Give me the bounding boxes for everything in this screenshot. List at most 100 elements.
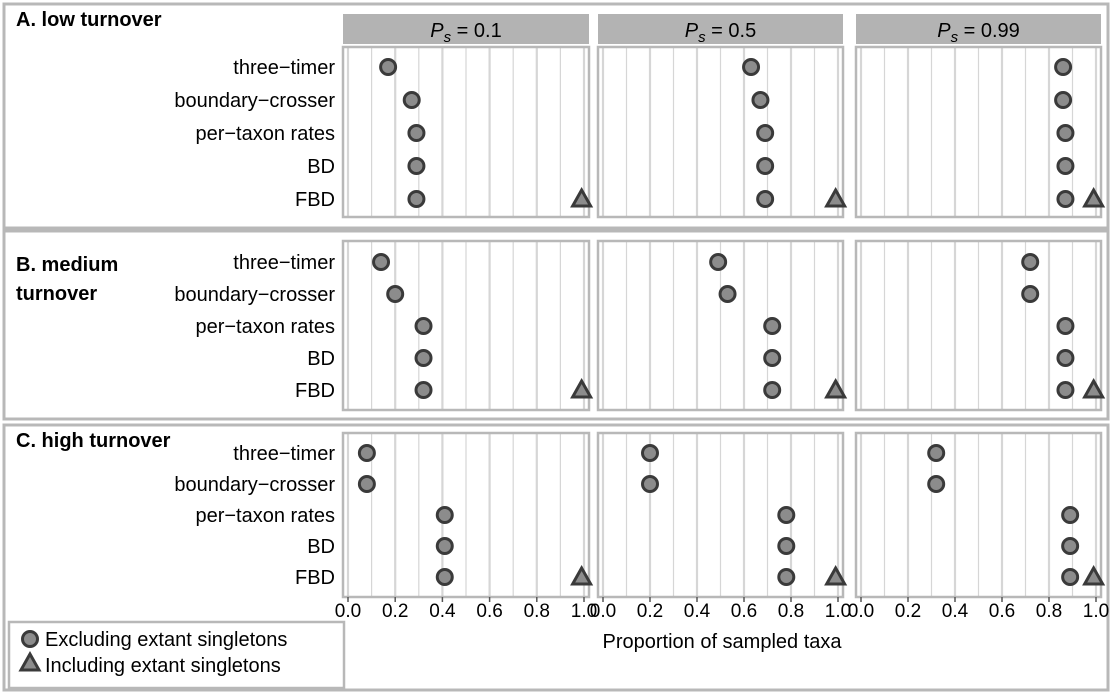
point-excluding-2-0-4 [435,568,454,586]
point-excluding-1-0-2 [414,317,433,335]
panel-border-1-0 [341,239,591,412]
point-excluding-0-0-2 [407,124,426,142]
point-excluding-2-1-0 [641,444,659,462]
legend-circle-symbol [21,630,39,648]
facet-strip-label-0: Ps = 0.1 [430,20,501,46]
x-tick-label-0-3: 0.6 [476,601,502,622]
facet-panel-0-2 [854,45,1106,219]
method-label-0-0: three−timer [233,57,335,79]
x-tick-label-1-4: 0.8 [778,601,804,622]
point-excluding-2-0-1 [357,475,376,493]
point-including-1-2 [1082,377,1106,399]
point-excluding-0-2-4 [1056,190,1075,208]
point-including-2-1 [824,564,848,586]
row-frame-0 [2,2,1110,230]
panel-title-1-0: B. medium [16,254,118,276]
x-tick-label-0-2: 0.4 [429,601,456,622]
facet-strip-label-1: Ps = 0.5 [685,20,756,46]
panel-border-2-2 [854,431,1103,599]
x-tick-label-0-0: 0.0 [335,601,361,622]
row-frame-1 [2,229,1110,421]
point-excluding-1-2-0 [1021,253,1040,271]
method-label-2-4: FBD [295,567,335,589]
panel-border-1-1 [596,239,845,412]
point-excluding-1-1-0 [709,253,728,271]
method-label-2-0: three−timer [233,443,335,465]
x-tick-label-2-2: 0.4 [942,601,969,622]
point-excluding-0-2-2 [1056,124,1075,142]
x-tick-label-0-1: 0.2 [382,601,408,622]
point-excluding-0-0-0 [379,58,398,76]
panel-border-0-1 [596,45,845,219]
x-tick-label-1-1: 0.2 [637,601,663,622]
method-label-1-3: BD [307,348,335,370]
point-including-0-2 [1082,186,1106,208]
point-excluding-1-0-4 [414,381,433,399]
legend-label-including: Including extant singletons [45,655,281,677]
x-tick-label-1-5: 1.0 [825,601,851,622]
panel-border-0-2 [854,45,1103,219]
method-label-1-0: three−timer [233,252,335,274]
point-excluding-1-0-1 [386,285,405,303]
method-label-1-1: boundary−crosser [174,284,335,306]
facet-panel-1-2 [854,239,1106,412]
point-excluding-0-1-3 [756,157,775,175]
x-axis-label: Proportion of sampled taxa [602,631,842,653]
facet-panel-1-1 [596,239,848,412]
row-frame-2 [2,423,1110,692]
facet-panel-1-0 [341,239,594,412]
point-excluding-0-1-2 [756,124,775,142]
method-label-1-4: FBD [295,380,335,402]
point-excluding-0-2-3 [1056,157,1075,175]
point-excluding-2-1-2 [777,506,796,524]
method-label-2-2: per−taxon rates [195,505,335,527]
method-label-2-3: BD [307,536,335,558]
point-excluding-2-2-1 [927,475,946,493]
x-tick-label-2-0: 0.0 [848,601,874,622]
point-excluding-1-2-4 [1056,381,1075,399]
point-excluding-0-0-3 [407,157,426,175]
point-excluding-0-1-4 [756,190,775,208]
method-label-0-4: FBD [295,189,335,211]
x-tick-label-2-5: 1.0 [1083,601,1109,622]
x-tick-label-2-4: 0.8 [1036,601,1062,622]
point-excluding-2-2-3 [1061,537,1080,555]
facet-panel-0-0 [341,45,594,219]
facet-strip-1 [598,14,843,44]
point-excluding-1-1-2 [763,317,782,335]
method-label-0-1: boundary−crosser [174,90,335,112]
facet-panel-0-1 [596,45,848,219]
point-excluding-0-1-1 [751,91,770,109]
facet-panel-2-2 [854,431,1106,599]
x-tick-label-2-1: 0.2 [895,601,921,622]
point-excluding-2-0-3 [435,537,454,555]
x-tick-label-0-4: 0.8 [524,601,550,622]
point-excluding-2-1-1 [641,475,659,493]
point-excluding-1-1-4 [763,381,782,399]
facet-strip-label-2: Ps = 0.99 [937,20,1020,46]
point-including-0-1 [824,186,848,208]
point-excluding-2-0-0 [357,444,376,462]
point-excluding-1-2-3 [1056,349,1075,367]
point-excluding-1-2-2 [1056,317,1075,335]
point-including-2-2 [1082,564,1106,586]
method-label-0-3: BD [307,156,335,178]
legend: Excluding extant singletons Including ext… [7,620,346,690]
facet-panel-2-0 [341,431,594,599]
panel-border-1-2 [854,239,1103,412]
point-excluding-2-2-0 [927,444,946,462]
x-tick-label-1-3: 0.6 [731,601,757,622]
point-including-1-1 [824,377,848,399]
point-excluding-0-1-0 [742,58,761,76]
facet-panel-2-1 [596,431,848,599]
method-label-0-2: per−taxon rates [195,123,335,145]
method-label-1-2: per−taxon rates [195,316,335,338]
panel-title-1-1: turnover [16,283,97,305]
point-excluding-0-0-1 [402,91,421,109]
point-excluding-2-0-2 [435,506,454,524]
facet-strip-2 [856,14,1101,44]
x-tick-label-1-0: 0.0 [590,601,616,622]
point-excluding-1-0-3 [414,349,433,367]
x-tick-label-1-2: 0.4 [684,601,711,622]
